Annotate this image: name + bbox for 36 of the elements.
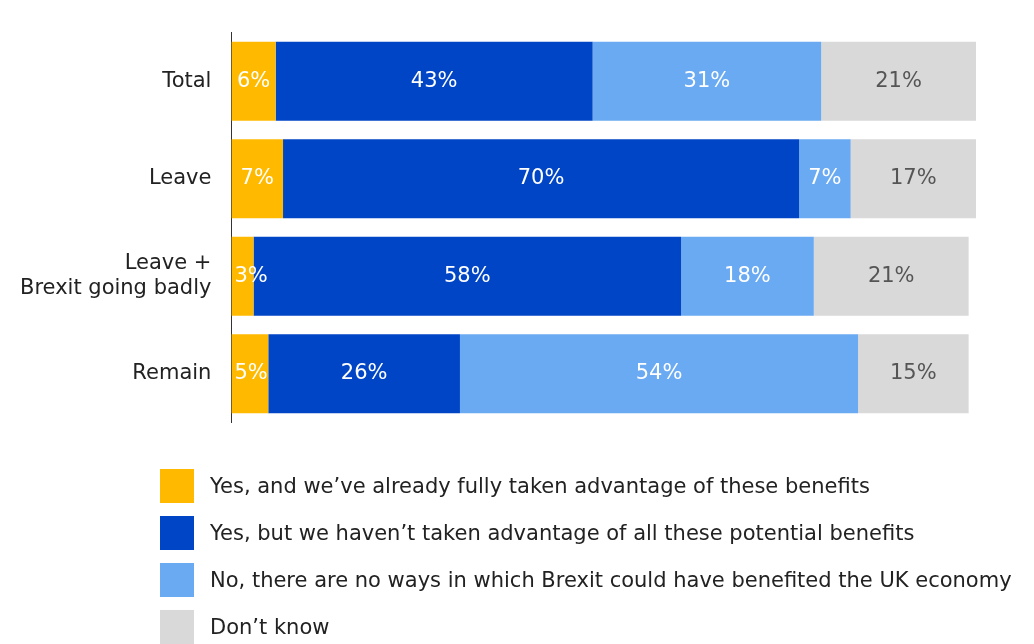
bar <box>858 334 969 414</box>
data-label: 18% <box>724 262 771 287</box>
y-tick-label: Leave + Brexit going badly <box>20 250 212 300</box>
data-label: 17% <box>889 165 937 190</box>
legend-label: No, there are no ways in which Brexit could have benefited the UK economy <box>210 567 1012 592</box>
bar <box>850 139 976 219</box>
data-label: 21% <box>867 262 915 287</box>
bar <box>681 236 814 316</box>
data-label: 43% <box>410 67 458 92</box>
data-label: 5% <box>234 360 268 385</box>
legend-label: Don’t know <box>210 614 330 639</box>
bar <box>821 41 976 121</box>
y-tick-label: Total <box>161 67 212 92</box>
bar <box>231 41 276 121</box>
data-label: 7% <box>240 165 274 190</box>
data-label: 70% <box>517 165 565 190</box>
bar <box>275 41 593 121</box>
y-tick-label: Remain <box>132 360 212 385</box>
data-label: 6% <box>236 67 271 92</box>
y-tick-label: Leave <box>148 165 212 190</box>
data-label: 54% <box>635 360 683 385</box>
bar <box>231 139 284 219</box>
data-label: 7% <box>808 165 842 190</box>
bar <box>592 41 822 121</box>
bar <box>268 334 460 414</box>
bar <box>813 236 969 316</box>
data-label: 26% <box>340 360 388 385</box>
bar <box>459 334 859 414</box>
legend-label: Yes, but we haven’t taken advantage of all these potential benefits <box>210 520 915 545</box>
legend-label: Yes, and we’ve already fully taken advantage of these benefits <box>210 473 870 498</box>
data-label: 31% <box>683 67 731 92</box>
bar <box>283 139 800 219</box>
data-label: 21% <box>875 67 922 92</box>
data-label: 58% <box>443 262 491 287</box>
data-label: 15% <box>889 360 937 385</box>
bar <box>799 139 851 219</box>
